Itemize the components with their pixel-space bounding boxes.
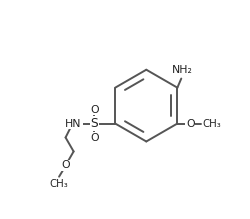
Text: NH₂: NH₂ — [171, 65, 192, 75]
Text: CH₃: CH₃ — [49, 179, 68, 189]
Text: O: O — [61, 161, 70, 170]
Text: O: O — [90, 104, 98, 115]
Text: O: O — [90, 132, 98, 143]
Text: HN: HN — [65, 118, 82, 129]
Text: O: O — [185, 118, 194, 129]
Text: CH₃: CH₃ — [201, 118, 220, 129]
Text: S: S — [90, 117, 98, 130]
